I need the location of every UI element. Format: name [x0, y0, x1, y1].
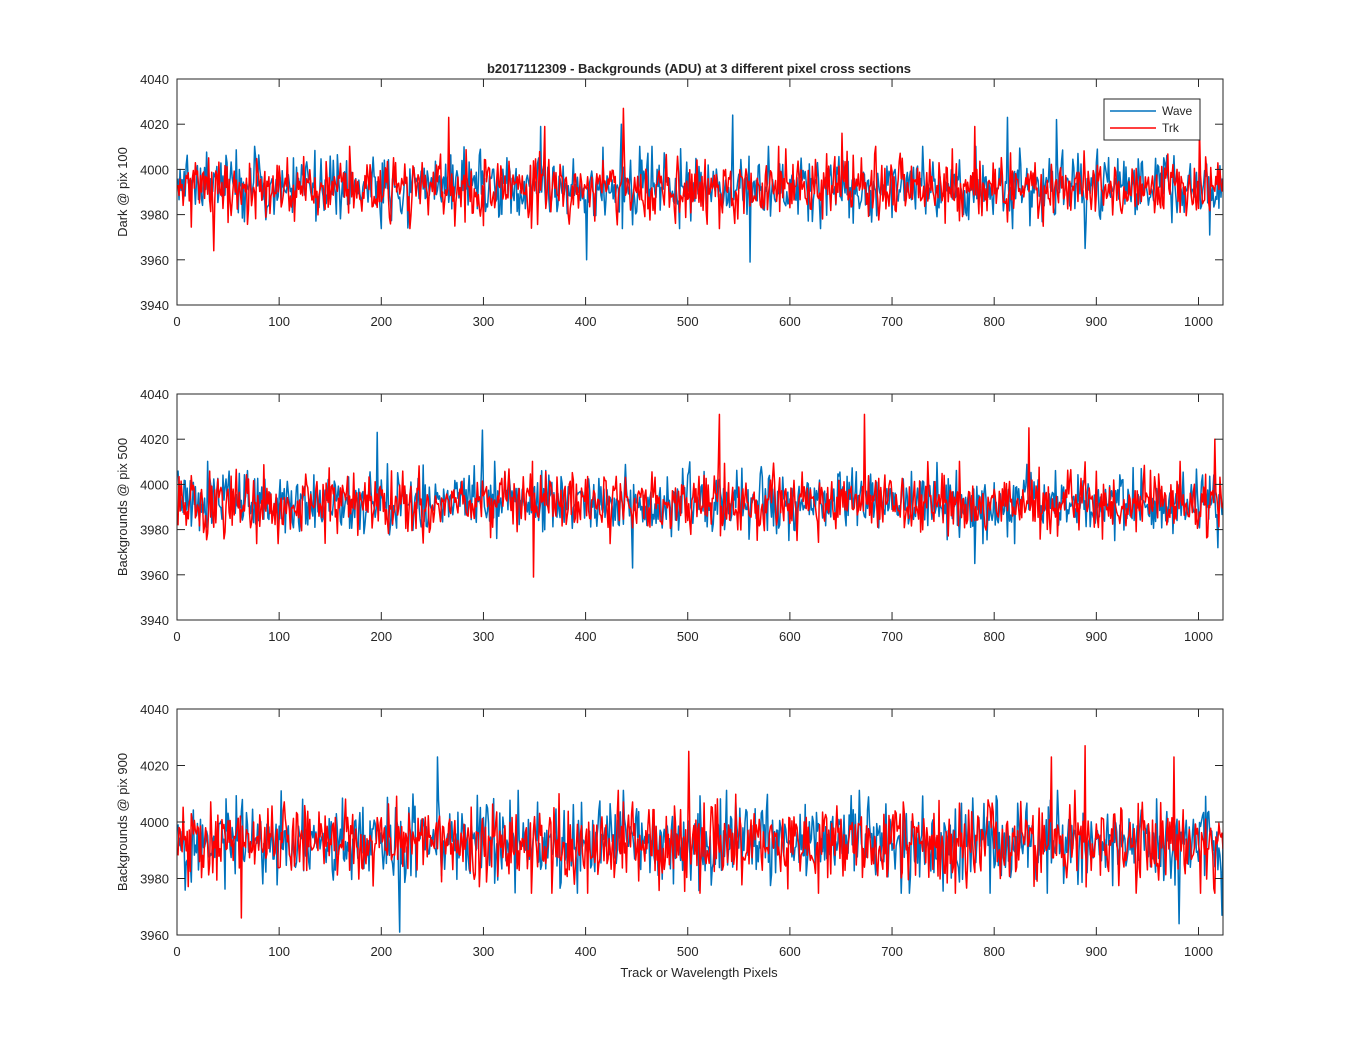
y-tick-label: 4040 — [140, 72, 169, 87]
y-tick-label: 4040 — [140, 702, 169, 717]
x-tick-label: 500 — [677, 314, 699, 329]
x-tick-label: 700 — [881, 944, 903, 959]
x-tick-label: 500 — [677, 629, 699, 644]
y-tick-label: 3940 — [140, 298, 169, 313]
y-axis-label-2: Backgrounds @ pix 500 — [115, 438, 130, 576]
x-tick-label: 800 — [983, 944, 1005, 959]
y-tick-label: 4000 — [140, 477, 169, 492]
x-tick-label: 300 — [473, 314, 495, 329]
legend-trk-label: Trk — [1162, 121, 1180, 135]
chart-panel-2: 0 100 200 300 400 500 600 700 800 900 1000 3940 3960… — [115, 387, 1224, 644]
x-tick-label: 200 — [370, 944, 392, 959]
series-line-trk-panel-2 — [177, 413, 1223, 578]
x-tick-label: 0 — [173, 314, 180, 329]
x-tick-label: 1000 — [1184, 944, 1213, 959]
x-tick-label: 900 — [1085, 629, 1107, 644]
x-tick-label: 100 — [268, 944, 290, 959]
x-tick-label: 300 — [473, 629, 495, 644]
x-tick-label: 700 — [881, 629, 903, 644]
legend: Wave Trk — [1103, 98, 1201, 141]
x-tick-label: 700 — [881, 314, 903, 329]
x-tick-label: 100 — [268, 629, 290, 644]
x-tick-label: 600 — [779, 629, 801, 644]
x-tick-label: 0 — [173, 944, 180, 959]
x-tick-label: 900 — [1085, 944, 1107, 959]
y-tick-label: 4020 — [140, 432, 169, 447]
series-line-trk-panel-3 — [177, 744, 1223, 919]
x-tick-label: 400 — [575, 629, 597, 644]
y-tick-label: 4000 — [140, 162, 169, 177]
x-tick-label: 100 — [268, 314, 290, 329]
y-tick-label: 3980 — [140, 523, 169, 538]
y-tick-label: 4020 — [140, 117, 169, 132]
y-tick-label: 3980 — [140, 208, 169, 223]
y-tick-label: 3940 — [140, 613, 169, 628]
x-tick-label: 200 — [370, 314, 392, 329]
y-tick-label: 3980 — [140, 872, 169, 887]
x-tick-label: 600 — [779, 314, 801, 329]
legend-box — [1103, 98, 1201, 141]
x-tick-label: 400 — [575, 314, 597, 329]
x-tick-label: 200 — [370, 629, 392, 644]
x-tick-label: 1000 — [1184, 314, 1213, 329]
x-tick-label: 400 — [575, 944, 597, 959]
legend-wave-label: Wave — [1162, 104, 1193, 118]
x-tick-label: 1000 — [1184, 629, 1213, 644]
figure-title: b2017112309 - Backgrounds (ADU) at 3 dif… — [487, 61, 911, 76]
axes-box-2 — [176, 393, 1224, 621]
chart-panel-1: 0 100 200 300 400 500 600 700 800 900 1000 3940 3960… — [115, 72, 1224, 329]
x-tick-label: 0 — [173, 629, 180, 644]
axes-box-1 — [176, 78, 1224, 306]
x-tick-label: 900 — [1085, 314, 1107, 329]
x-tick-label: 300 — [473, 944, 495, 959]
x-tick-label: 800 — [983, 629, 1005, 644]
y-axis-label-1: Dark @ pix 100 — [115, 147, 130, 237]
y-tick-label: 3960 — [140, 928, 169, 943]
y-tick-label: 3960 — [140, 568, 169, 583]
x-tick-label: 800 — [983, 314, 1005, 329]
y-axis-label-3: Backgrounds @ pix 900 — [115, 753, 130, 891]
y-tick-label: 3960 — [140, 253, 169, 268]
chart-panel-3: 0 100 200 300 400 500 600 700 800 900 1000 3960 3980… — [115, 702, 1224, 959]
y-tick-label: 4040 — [140, 387, 169, 402]
series-line-trk-panel-1 — [177, 107, 1223, 252]
x-tick-label: 600 — [779, 944, 801, 959]
y-tick-label: 4020 — [140, 759, 169, 774]
x-axis-label: Track or Wavelength Pixels — [620, 965, 778, 980]
x-tick-label: 500 — [677, 944, 699, 959]
y-tick-label: 4000 — [140, 815, 169, 830]
